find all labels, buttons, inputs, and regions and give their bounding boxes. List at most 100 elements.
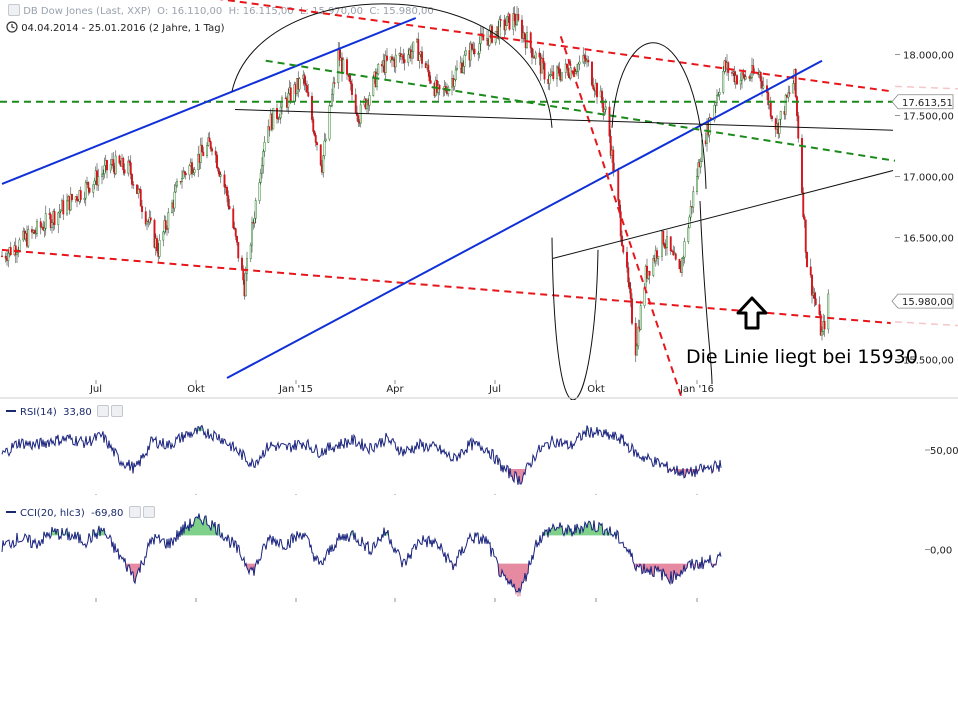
- close-icon[interactable]: [110, 405, 123, 417]
- candle: [801, 134, 803, 195]
- x-tick-label: Okt: [587, 384, 605, 395]
- settings-icon[interactable]: [96, 405, 109, 417]
- cci-chart: 0,00: [1, 513, 952, 602]
- candle: [504, 17, 507, 35]
- candle: [543, 60, 546, 84]
- candle: [634, 317, 637, 363]
- green-trend-slope[interactable]: [265, 59, 896, 162]
- up-arrow-icon: [736, 296, 768, 330]
- candle: [636, 343, 638, 356]
- candle: [39, 217, 42, 235]
- candle: [564, 58, 567, 79]
- candle: [412, 41, 415, 59]
- candle: [739, 72, 742, 91]
- candle: [349, 74, 352, 91]
- candle: [603, 108, 606, 116]
- chart-type-icon[interactable]: [8, 4, 20, 16]
- candle: [652, 255, 655, 278]
- candle: [578, 55, 581, 71]
- y-tick-label: 17.500,00: [903, 112, 954, 123]
- candle: [534, 50, 537, 66]
- candle: [683, 237, 686, 264]
- candle: [377, 62, 380, 76]
- candle: [669, 236, 672, 255]
- chart-header: DB Dow Jones (Last, XXP) O: 16.110,00 H:…: [6, 4, 434, 17]
- candle: [176, 178, 178, 188]
- candle: [626, 246, 628, 273]
- rounding-top-arc[interactable]: [231, 3, 553, 128]
- candle: [71, 193, 73, 203]
- candle: [183, 170, 186, 178]
- candle: [218, 168, 221, 178]
- candle: [312, 116, 315, 134]
- candle: [418, 52, 421, 69]
- candle: [596, 81, 598, 104]
- candle: [526, 25, 528, 49]
- candle: [513, 6, 516, 28]
- candle: [827, 289, 830, 334]
- rsi-oversold-fill: [129, 469, 720, 485]
- candle: [411, 43, 413, 65]
- trend-line-4[interactable]: [226, 59, 823, 379]
- rsi-y-tick-label: 50,00: [930, 446, 958, 457]
- black-support-line[interactable]: [552, 170, 894, 259]
- candle: [137, 185, 140, 199]
- candle: [237, 241, 240, 262]
- black-resistance-line[interactable]: [234, 109, 894, 131]
- candle: [102, 169, 105, 181]
- candle: [447, 85, 450, 97]
- candle: [656, 247, 658, 265]
- trend-line-2[interactable]: [2, 0, 891, 93]
- candle: [236, 235, 238, 246]
- candle: [498, 16, 501, 45]
- candle: [453, 78, 456, 91]
- annotation-text: Die Linie liegt bei 15930: [686, 346, 918, 368]
- candle: [174, 182, 177, 193]
- candle: [329, 105, 332, 107]
- period-row: 04.04.2014 - 25.01.2016 (2 Jahre, 1 Tag): [6, 21, 224, 34]
- candle: [566, 63, 568, 71]
- candle: [303, 72, 306, 91]
- trend-line-3[interactable]: [1, 17, 417, 185]
- high-value: H: 16.115,00: [228, 6, 294, 17]
- trend-line-1[interactable]: [1, 248, 891, 325]
- cci-close-icon[interactable]: [142, 506, 155, 518]
- candle: [333, 77, 336, 88]
- candle: [574, 68, 577, 75]
- candle: [316, 141, 318, 151]
- red-steep-line[interactable]: [559, 35, 684, 400]
- candle: [538, 48, 541, 66]
- decline-arc[interactable]: [699, 201, 713, 385]
- candle: [657, 255, 660, 266]
- cci-overbought-fill: [16, 513, 619, 536]
- candle: [576, 63, 578, 77]
- cci-title: CCI(20, hlc3): [20, 508, 85, 519]
- candle: [796, 95, 798, 122]
- candle: [18, 237, 21, 252]
- candle: [34, 227, 37, 239]
- symbol-name: DB Dow Jones (Last, XXP): [23, 6, 151, 17]
- candle: [131, 173, 133, 189]
- candle: [617, 167, 620, 206]
- candle: [549, 68, 552, 77]
- candle: [129, 155, 132, 180]
- candle: [692, 186, 695, 213]
- candle: [627, 261, 630, 288]
- candle: [69, 187, 72, 212]
- candle: [263, 136, 266, 157]
- candle: [44, 205, 47, 236]
- candle: [322, 155, 325, 178]
- second-top-arc[interactable]: [611, 42, 707, 189]
- candle: [391, 53, 393, 67]
- candle: [246, 251, 248, 282]
- candle: [332, 76, 335, 102]
- candle: [629, 282, 632, 308]
- cci-last-value: -69,80: [91, 508, 124, 519]
- cci-settings-icon[interactable]: [128, 506, 141, 518]
- candle: [216, 151, 218, 169]
- candle: [541, 54, 543, 74]
- y-tick-label: 18.000,00: [903, 51, 954, 62]
- candle: [491, 24, 493, 44]
- candle: [718, 88, 721, 101]
- rounding-bottom-arc[interactable]: [551, 237, 599, 400]
